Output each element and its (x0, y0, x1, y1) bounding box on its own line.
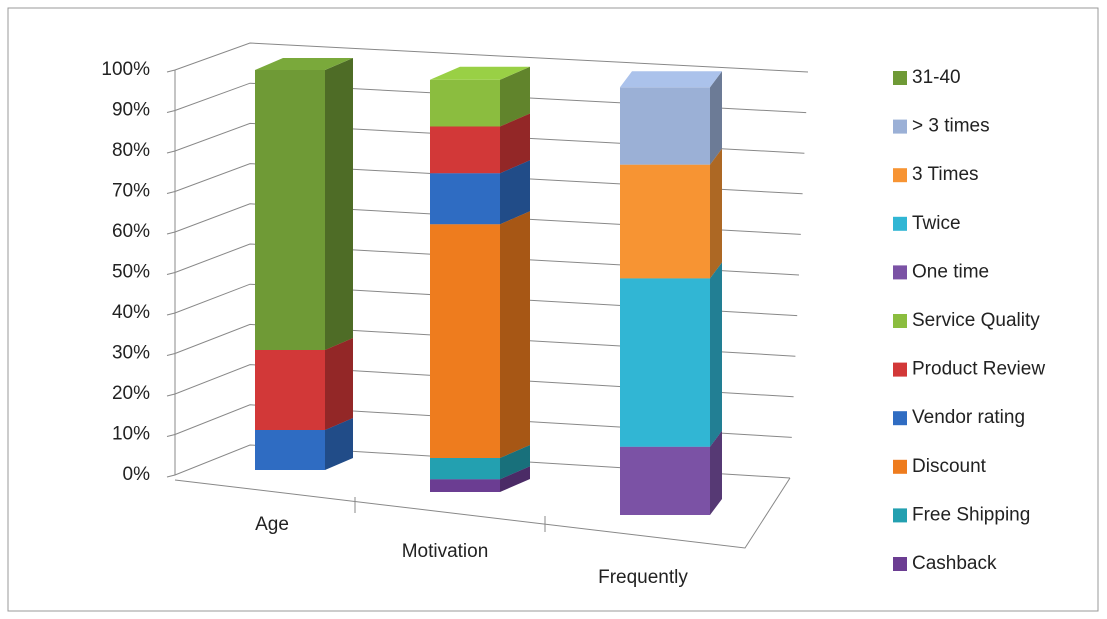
floor (174, 477, 791, 549)
bar-side (325, 58, 353, 350)
legend-swatch (893, 411, 907, 426)
legend-label: 31-40 (912, 67, 961, 88)
legend-swatch (893, 71, 907, 85)
bar-front (430, 126, 500, 174)
legend-label: Vendor rating (912, 407, 1025, 428)
y-tick-label: 90% (112, 100, 150, 121)
y-tick-label: 40% (112, 302, 150, 323)
bar-front (430, 224, 500, 458)
bar-side (500, 66, 530, 127)
legend-swatch (893, 459, 907, 474)
bar-front (255, 70, 325, 350)
bar-front (430, 479, 500, 492)
legend-label: One time (912, 261, 989, 282)
legend-swatch (893, 557, 907, 571)
y-tick-label: 20% (112, 383, 150, 404)
bar-front (620, 164, 710, 279)
y-tick-label: 50% (112, 262, 150, 283)
x-tick-label: Frequently (598, 567, 688, 588)
legend-label: Free Shipping (912, 504, 1030, 525)
legend-label: Twice (912, 213, 961, 234)
bar-front (620, 446, 710, 515)
legend-label: > 3 times (912, 116, 990, 137)
y-tick-label: 70% (112, 181, 150, 202)
legend-label: Product Review (912, 359, 1045, 380)
y-tick-label: 10% (112, 424, 150, 445)
bar-front (255, 430, 325, 470)
bar-front (620, 87, 710, 165)
chart-border (7, 7, 1099, 612)
grid-line (166, 42, 809, 73)
legend-label: 3 Times (912, 164, 979, 185)
bar-side (500, 466, 530, 492)
bar-front (430, 173, 500, 225)
bar-front (255, 350, 325, 430)
legend-swatch (893, 508, 907, 523)
legend-label: Cashback (912, 553, 997, 574)
y-tick-label: 80% (112, 140, 150, 161)
bar-side (500, 160, 530, 225)
y-tick-label: 60% (112, 221, 150, 242)
legend-swatch (893, 362, 907, 377)
legend-swatch (893, 314, 907, 328)
bar-side (710, 148, 722, 279)
bar-front (620, 278, 710, 447)
bar-side (710, 71, 722, 165)
y-tick-label: 0% (123, 464, 151, 485)
legend-swatch (893, 216, 907, 231)
x-tick-label: Motivation (402, 541, 489, 562)
legend-swatch (893, 168, 907, 183)
y-tick-label: 100% (101, 59, 150, 80)
bar-top (620, 71, 722, 88)
bar-front (430, 458, 500, 480)
bar-side (710, 430, 722, 515)
bar-side (710, 262, 722, 447)
bar-side (500, 445, 530, 480)
legend-swatch (893, 265, 907, 280)
legend-label: Discount (912, 456, 987, 477)
legend-swatch (893, 119, 907, 134)
bar-top (430, 66, 530, 80)
bar-side (325, 418, 353, 470)
bar-side (500, 113, 530, 174)
bar-side (325, 338, 353, 430)
y-tick-label: 30% (112, 343, 150, 364)
bar-side (500, 211, 530, 458)
bar-top (255, 58, 353, 70)
x-tick-label: Age (255, 514, 289, 535)
bar-front (430, 79, 500, 127)
legend-label: Service Quality (912, 310, 1040, 331)
